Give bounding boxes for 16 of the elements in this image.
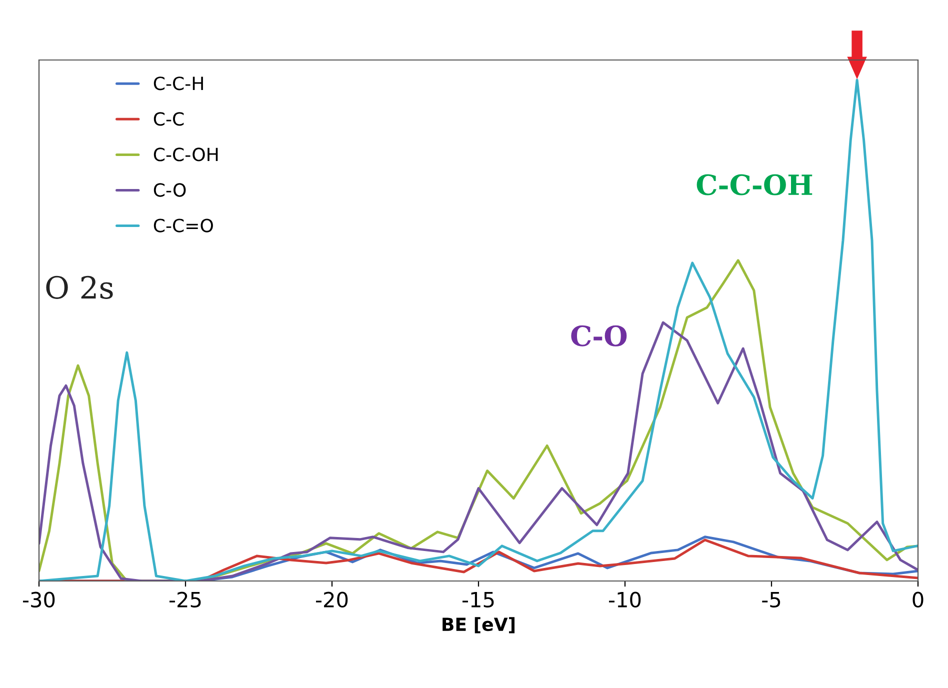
x-tick-label: -10 (609, 592, 641, 608)
x-axis-title: BE [eV] (442, 617, 514, 634)
x-tick-label: -5 (762, 592, 780, 608)
legend-label: C-C (154, 112, 184, 126)
annotation: O 2s (46, 276, 113, 299)
legend-label: C-O (154, 183, 186, 197)
annotation: C-C-OH (696, 174, 812, 196)
x-tick-label: -20 (316, 592, 348, 608)
annotation: C-O (571, 325, 627, 346)
legend-label: C-C-OH (154, 148, 218, 162)
x-tick-label: -15 (462, 592, 494, 608)
x-tick-label: -30 (23, 592, 55, 608)
x-tick-label: 0 (912, 592, 924, 608)
legend-label: C-C=O (154, 218, 213, 232)
x-tick-label: -25 (170, 592, 201, 608)
legend-label: C-C-H (154, 76, 203, 90)
